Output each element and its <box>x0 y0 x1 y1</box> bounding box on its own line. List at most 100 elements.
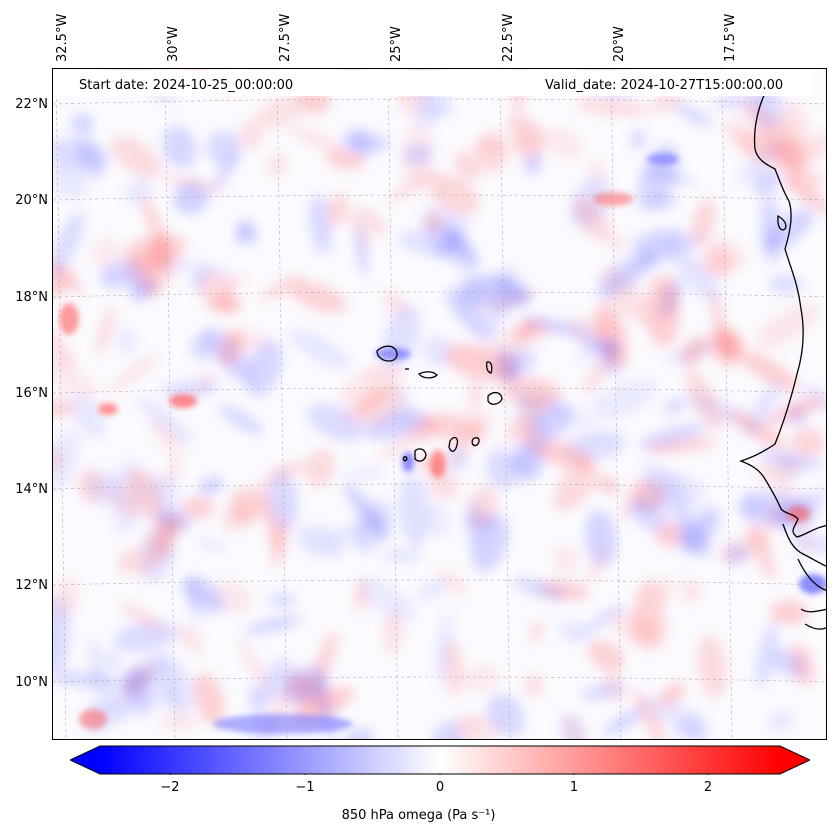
positive-omega-patch <box>747 522 776 580</box>
lat-label-20n: 20°N <box>15 193 48 208</box>
negative-omega-patch <box>790 533 826 556</box>
negative-omega-patch <box>752 169 781 195</box>
positive-omega-patch <box>690 198 716 248</box>
negative-omega-patch <box>135 396 195 445</box>
negative-omega-patch <box>768 274 804 295</box>
positive-omega-patch <box>643 438 718 454</box>
lat-label-14n: 14°N <box>15 482 48 497</box>
negative-omega-patch <box>343 483 388 539</box>
positive-omega-patch <box>347 210 374 250</box>
positive-omega-patch <box>110 136 162 179</box>
positive-omega-patch <box>305 448 335 488</box>
lat-label-18n: 18°N <box>15 290 48 305</box>
start-date-label: Start date: 2024-10-25_00:00:00 <box>79 78 294 93</box>
negative-omega-patch <box>754 622 779 688</box>
negative-omega-patch <box>432 720 463 739</box>
latitude-gridline <box>53 387 826 394</box>
cape-verde-islands <box>376 345 503 462</box>
positive-omega-patch <box>734 131 791 165</box>
positive-omega-patch <box>722 116 746 139</box>
positive-omega-patch <box>530 620 544 644</box>
negative-omega-patch <box>182 576 225 613</box>
colorbar-extend-high <box>780 746 810 774</box>
lat-label-16n: 16°N <box>15 386 48 401</box>
negative-omega-patch <box>404 143 433 166</box>
positive-omega-patch <box>253 95 308 130</box>
negative-omega-patch <box>589 378 658 421</box>
negative-omega-patch <box>736 142 782 184</box>
positive-omega-patch <box>697 633 727 699</box>
latitude-gridline <box>53 291 826 298</box>
negative-omega-patch <box>435 610 452 685</box>
negative-omega-patch <box>357 577 418 622</box>
positive-omega-patch <box>651 615 669 650</box>
lat-label-10n: 10°N <box>15 675 48 690</box>
negative-omega-patch <box>76 138 106 180</box>
positive-omega-patch <box>53 445 65 474</box>
latitude-gridline <box>53 483 826 490</box>
strong-omega-patch <box>213 714 353 734</box>
positive-omega-patch <box>716 536 760 565</box>
negative-omega-patch <box>511 439 545 482</box>
negative-omega-patch <box>486 694 525 737</box>
negative-omega-patch <box>163 125 197 169</box>
colorbar-tick-2: 2 <box>703 780 713 795</box>
positive-omega-patch <box>272 517 287 568</box>
negative-omega-patch <box>70 113 94 135</box>
positive-omega-patch <box>437 566 468 598</box>
positive-omega-patch <box>769 600 809 625</box>
negative-omega-patch <box>673 103 713 127</box>
strong-omega-patch <box>402 452 414 472</box>
negative-omega-patch <box>771 649 806 678</box>
negative-omega-patch <box>237 218 257 246</box>
positive-omega-patch <box>162 175 225 192</box>
longitude-gridline <box>55 69 67 739</box>
positive-omega-patch <box>326 193 349 227</box>
negative-omega-patch <box>342 468 386 480</box>
positive-omega-patch <box>681 336 708 365</box>
negative-omega-patch <box>206 131 241 167</box>
positive-omega-patch <box>120 663 155 698</box>
strong-omega-patch <box>59 303 79 335</box>
negative-omega-patch <box>218 404 264 435</box>
positive-omega-patch <box>265 153 288 177</box>
negative-omega-patch <box>485 448 519 490</box>
negative-omega-patch <box>512 577 567 601</box>
longitude-gridline <box>499 69 511 739</box>
positive-omega-patch <box>598 475 619 495</box>
positive-omega-patch <box>258 480 280 550</box>
negative-omega-patch <box>190 333 216 360</box>
negative-omega-patch <box>398 474 431 548</box>
strong-omega-patch <box>98 403 118 415</box>
positive-omega-patch <box>702 249 732 278</box>
negative-omega-patch <box>296 525 345 559</box>
negative-omega-patch <box>86 472 122 504</box>
positive-omega-patch <box>326 149 365 170</box>
colorbar-label: 850 hPa omega (Pa s⁻¹) <box>341 808 496 823</box>
positive-omega-patch <box>198 272 236 311</box>
positive-omega-patch <box>357 366 400 378</box>
longitude-gridline <box>387 69 399 739</box>
positive-omega-patch <box>546 128 584 160</box>
latitude-gridline <box>53 194 826 201</box>
negative-omega-patch <box>53 211 85 275</box>
map-panel <box>52 68 827 740</box>
negative-omega-patch <box>347 127 372 158</box>
positive-omega-patch <box>572 196 611 241</box>
positive-omega-patch <box>507 115 547 148</box>
negative-omega-patch <box>427 504 450 538</box>
positive-omega-patch <box>90 237 121 268</box>
positive-omega-patch <box>604 232 629 253</box>
header-band <box>53 70 813 96</box>
negative-omega-patch <box>448 445 468 473</box>
positive-omega-patch <box>444 343 517 382</box>
strong-omega-patch <box>799 574 826 594</box>
lon-label-17-5w: 17.5°W <box>723 13 738 62</box>
negative-omega-patch <box>417 579 446 601</box>
positive-omega-patch <box>95 305 117 356</box>
positive-omega-patch <box>177 624 204 655</box>
colorbar-tick-neg1: −1 <box>295 780 315 795</box>
negative-omega-patch <box>745 381 781 437</box>
positive-omega-patch <box>197 371 214 393</box>
positive-omega-patch <box>53 357 98 398</box>
